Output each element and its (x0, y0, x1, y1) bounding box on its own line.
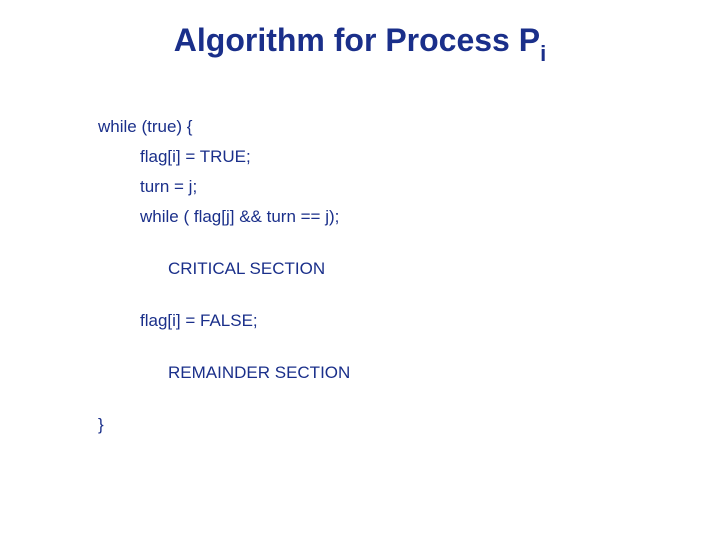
code-line: while (true) { (98, 118, 350, 135)
code-line: CRITICAL SECTION (98, 260, 350, 277)
code-gap (98, 394, 350, 416)
code-line: turn = j; (98, 178, 350, 195)
code-gap (98, 238, 350, 260)
title-main: Algorithm for Process P (174, 22, 540, 58)
code-block: while (true) { flag[i] = TRUE; turn = j; wh… (98, 118, 350, 446)
code-line: while ( flag[j] && turn == j); (98, 208, 350, 225)
code-line: } (98, 416, 350, 433)
slide-title: Algorithm for Process Pi (0, 22, 720, 61)
code-line: REMAINDER SECTION (98, 364, 350, 381)
code-gap (98, 290, 350, 312)
code-line: flag[i] = FALSE; (98, 312, 350, 329)
code-line: flag[i] = TRUE; (98, 148, 350, 165)
code-gap (98, 342, 350, 364)
title-subscript: i (540, 41, 546, 66)
slide: Algorithm for Process Pi while (true) { f… (0, 0, 720, 540)
